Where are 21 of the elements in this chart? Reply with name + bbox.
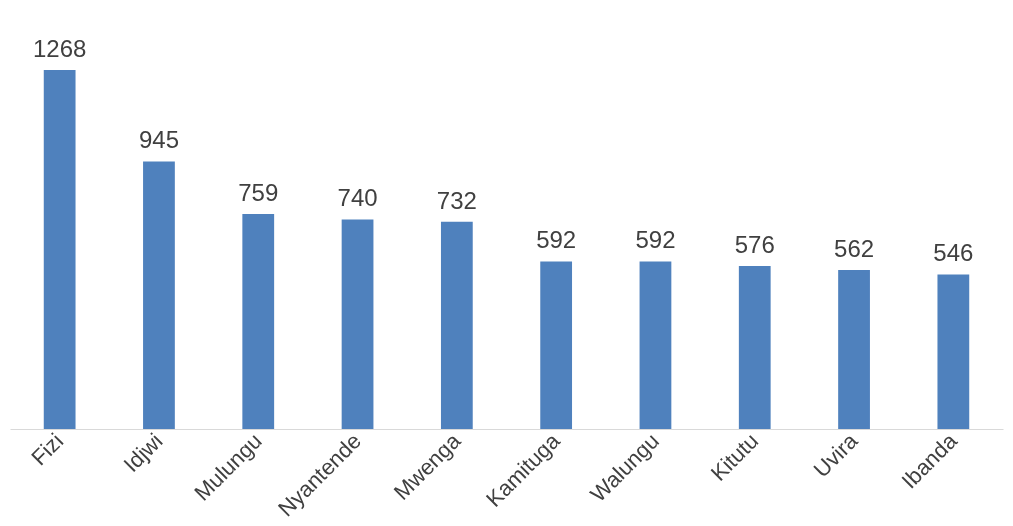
data-label: 732 (436, 186, 477, 214)
data-label: 740 (337, 184, 378, 212)
bar (540, 261, 573, 429)
data-label: 945 (138, 126, 179, 154)
bar (43, 70, 76, 429)
data-label: 759 (238, 179, 279, 207)
bar (639, 261, 672, 429)
data-label: 546 (933, 239, 974, 267)
bar (937, 274, 970, 429)
bar (440, 221, 473, 429)
bar (838, 269, 870, 429)
data-label: 1268 (32, 35, 87, 62)
data-label: 562 (834, 234, 875, 262)
x-tick-label: Fizi (26, 428, 69, 471)
data-label: 592 (536, 226, 577, 254)
bar (143, 161, 175, 429)
bar (242, 214, 275, 429)
bar (341, 219, 374, 429)
data-label: 576 (734, 230, 775, 258)
data-label: 592 (635, 226, 676, 254)
bar (738, 265, 771, 429)
